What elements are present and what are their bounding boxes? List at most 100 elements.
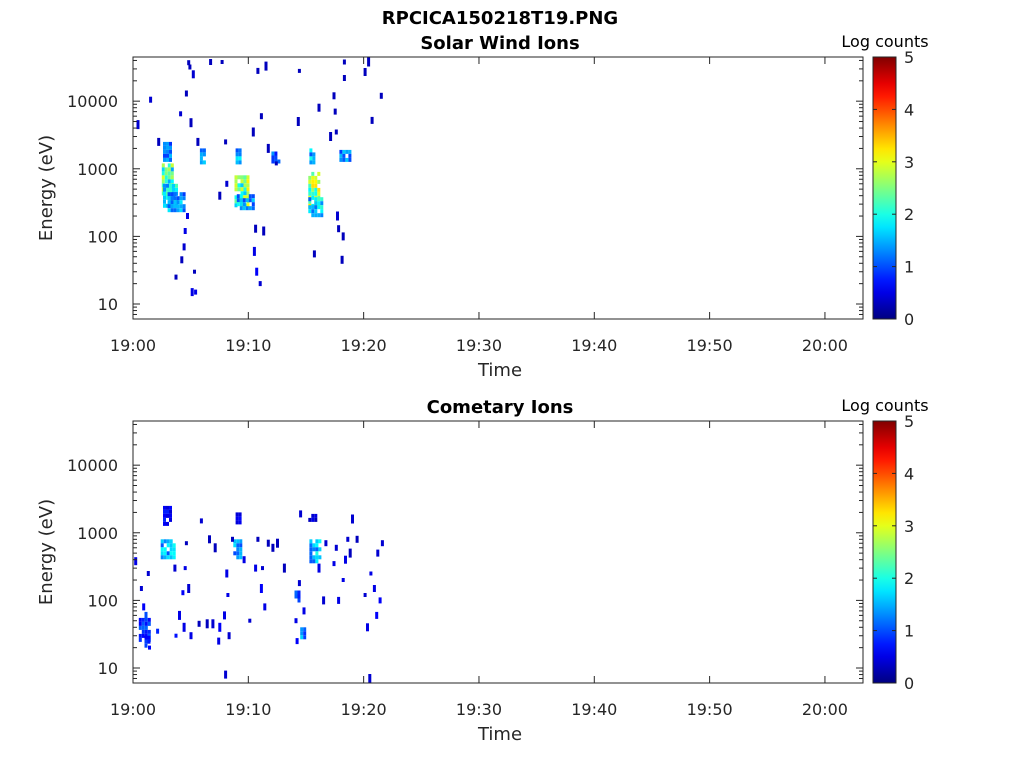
count-cell bbox=[342, 75, 346, 81]
y-tick-label: 1000 bbox=[77, 160, 118, 179]
count-cell bbox=[239, 194, 243, 199]
axes-frame bbox=[132, 56, 864, 320]
count-cell bbox=[303, 635, 307, 640]
count-cell bbox=[379, 92, 383, 99]
count-cell bbox=[164, 167, 168, 172]
count-cell bbox=[297, 580, 301, 587]
count-cell bbox=[170, 200, 174, 205]
count-cell bbox=[141, 629, 145, 634]
count-cell bbox=[380, 540, 384, 547]
count-cell bbox=[139, 586, 143, 591]
count-cell bbox=[167, 179, 171, 184]
count-cell bbox=[239, 206, 243, 211]
count-cell bbox=[340, 255, 344, 264]
count-cell bbox=[163, 513, 166, 518]
count-cell bbox=[161, 171, 165, 176]
count-cell bbox=[246, 179, 250, 184]
plot-area bbox=[133, 57, 863, 319]
count-cell bbox=[234, 183, 238, 188]
count-cell bbox=[138, 633, 142, 638]
count-cell bbox=[312, 250, 316, 258]
count-cell bbox=[234, 195, 238, 200]
count-cell bbox=[240, 191, 244, 196]
count-cell bbox=[317, 171, 321, 176]
count-cell bbox=[182, 208, 186, 213]
x-tick-label: 19:30 bbox=[456, 336, 502, 355]
count-cell bbox=[242, 556, 246, 564]
count-cell bbox=[166, 183, 169, 188]
count-cell bbox=[240, 175, 244, 180]
count-cell bbox=[251, 198, 255, 203]
count-cell bbox=[163, 149, 166, 154]
count-cell bbox=[166, 505, 169, 510]
count-cell bbox=[166, 509, 169, 514]
count-cell bbox=[243, 179, 247, 184]
count-cell bbox=[160, 551, 164, 556]
count-cell bbox=[376, 549, 380, 557]
count-cell bbox=[239, 543, 243, 548]
count-cell bbox=[312, 160, 316, 165]
count-cell bbox=[237, 183, 241, 188]
solar-wind-panel: Solar Wind Ions 19:00 19:10 19:20 19:30 19:40… bbox=[36, 32, 929, 381]
count-cell bbox=[144, 621, 148, 626]
count-cell bbox=[169, 509, 172, 514]
count-cell bbox=[236, 555, 240, 560]
count-cell bbox=[163, 195, 166, 200]
count-cell bbox=[309, 152, 313, 157]
count-cell bbox=[163, 145, 166, 150]
count-cell bbox=[271, 159, 275, 164]
count-cell bbox=[266, 143, 270, 153]
count-cell bbox=[299, 510, 303, 518]
count-cell bbox=[317, 191, 321, 196]
count-cell bbox=[169, 539, 173, 544]
count-cell bbox=[172, 555, 176, 560]
count-cell bbox=[169, 517, 172, 522]
count-cell bbox=[208, 535, 211, 544]
count-cell bbox=[236, 551, 240, 556]
count-cell bbox=[184, 90, 188, 97]
count-cell bbox=[234, 179, 238, 184]
count-cell bbox=[183, 566, 187, 571]
count-cell bbox=[243, 175, 247, 180]
count-cell bbox=[176, 204, 180, 209]
count-cell bbox=[314, 213, 318, 218]
count-cell bbox=[209, 59, 213, 65]
count-cell bbox=[235, 516, 239, 521]
count-cell bbox=[243, 183, 247, 188]
count-cell bbox=[242, 202, 246, 207]
count-cell bbox=[197, 620, 201, 627]
count-cell bbox=[366, 623, 369, 632]
count-cell bbox=[311, 195, 315, 200]
count-cell bbox=[166, 149, 169, 154]
colorbar-tick-label: 4 bbox=[904, 464, 914, 483]
count-cell bbox=[309, 559, 313, 564]
count-cell bbox=[141, 617, 145, 622]
plot-area bbox=[133, 421, 863, 683]
count-cell bbox=[141, 633, 145, 638]
count-cell bbox=[186, 213, 189, 219]
count-cell bbox=[239, 202, 243, 207]
count-cell bbox=[317, 205, 321, 210]
count-cell bbox=[179, 192, 183, 197]
count-cell bbox=[341, 578, 345, 582]
count-cell bbox=[296, 117, 300, 126]
count-cell bbox=[238, 512, 242, 517]
count-cell bbox=[312, 152, 316, 157]
count-cell bbox=[182, 196, 186, 201]
count-cell bbox=[191, 70, 195, 79]
count-cell bbox=[314, 205, 318, 210]
count-cell bbox=[314, 191, 318, 196]
colorbar-tick-label: 0 bbox=[904, 674, 914, 693]
count-cell bbox=[174, 274, 178, 280]
count-cell bbox=[170, 163, 174, 168]
count-cell bbox=[234, 175, 238, 180]
count-cell bbox=[339, 153, 343, 158]
x-axis-label: Time bbox=[477, 360, 522, 381]
count-cell bbox=[320, 197, 324, 202]
count-cell bbox=[238, 160, 242, 165]
count-cell bbox=[367, 57, 371, 67]
count-cell bbox=[314, 197, 318, 202]
count-cell bbox=[314, 513, 318, 518]
count-cell bbox=[144, 643, 148, 648]
